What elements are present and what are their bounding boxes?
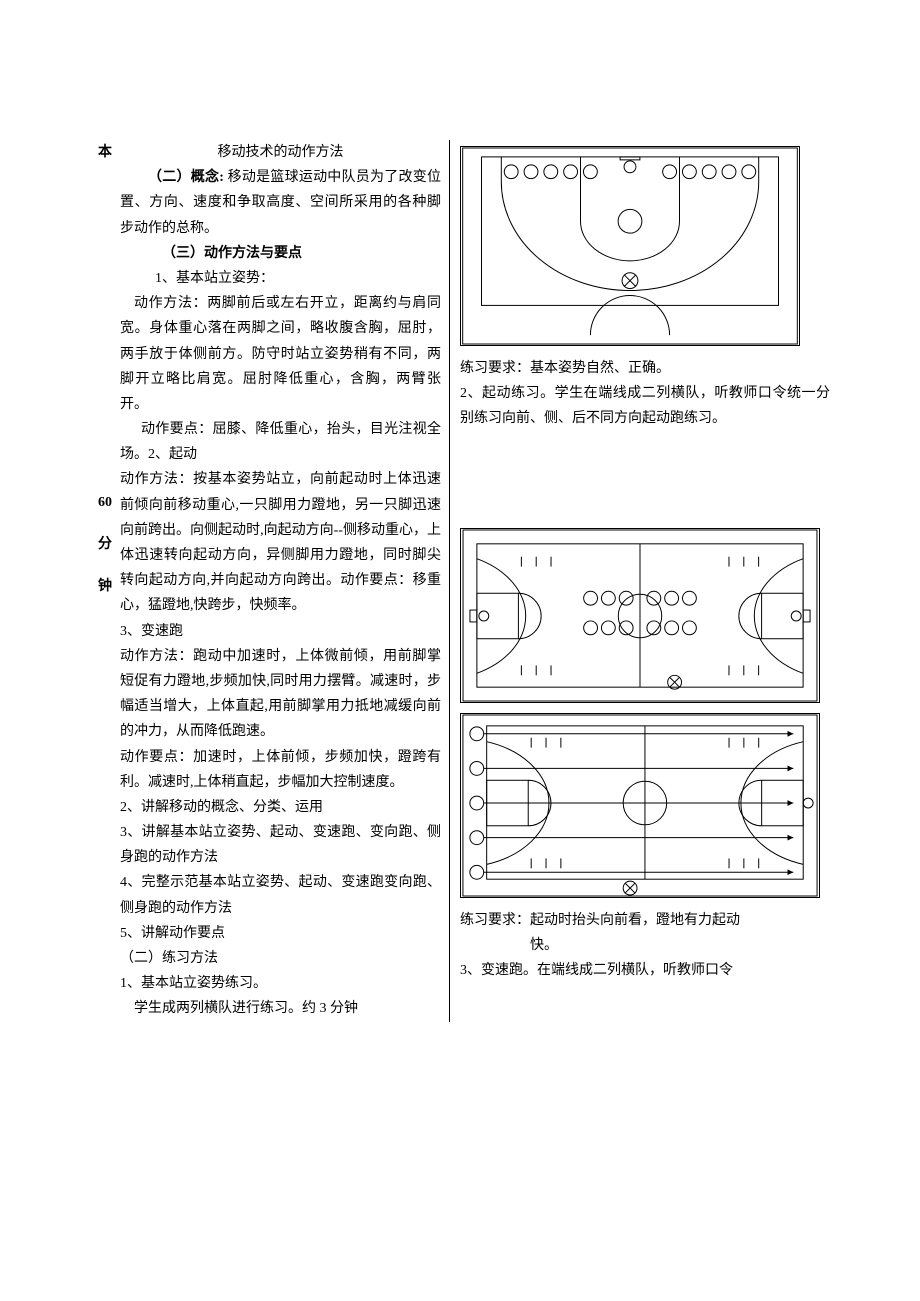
list-4: 4、完整示范基本站立姿势、起动、变速跑变向跑、侧身跑的动作方法 (120, 870, 441, 920)
section-title: 移动技术的动作方法 (120, 140, 441, 165)
p3-points: 动作要点：加速时，上体前倾，步频加快，蹬跨有利。减速时,上体稍直起，步幅加大控制… (120, 745, 441, 795)
main-column: 移动技术的动作方法 （二）概念: 移动是篮球运动中队员为了改变位置、方向、速度和… (120, 140, 450, 1022)
section3-heading: （三）动作方法与要点 (120, 241, 441, 266)
diagram-fullcourt-wide (460, 528, 820, 703)
diagram-fullcourt-arrows (460, 713, 820, 898)
list-2: 2、讲解移动的概念、分类、运用 (120, 795, 441, 820)
practice-1: 1、基本站立姿势练习。 (120, 971, 441, 996)
margin-label-top: 本 (90, 140, 120, 165)
p3-label: 3、变速跑 (120, 619, 441, 644)
p1-method: 动作方法：两脚前后或左右开立，距离约与肩同宽。身体重心落在两脚之间，略收腹含胸，… (120, 291, 441, 417)
list-3: 3、讲解基本站立姿势、起动、变速跑、变向跑、侧身跑的动作方法 (120, 820, 441, 870)
concept-para: （二）概念: 移动是篮球运动中队员为了改变位置、方向、速度和争取高度、空间所采用… (120, 165, 441, 241)
p3-method: 动作方法：跑动中加速时，上体微前倾，用前脚掌短促有力蹬地,步频加快,同时用力摆臂… (120, 644, 441, 745)
ex2: 2、起动练习。学生在端线成二列横队，听教师口令统一分别练习向前、侧、后不同方向起… (460, 381, 830, 431)
req1: 练习要求：基本姿势自然、正确。 (460, 356, 830, 381)
p2-method: 动作方法：按基本姿势站立，向前起动时上体迅速前倾向前移动重心,一只脚用力蹬地，另… (120, 467, 441, 618)
practice-label: （二）练习方法 (120, 946, 441, 971)
margin-minute: 分 (90, 532, 120, 557)
diagram-halfcourt (460, 146, 800, 346)
margin-time: 60 (90, 490, 120, 515)
list-5: 5、讲解动作要点 (120, 921, 441, 946)
req2a: 练习要求：起动时抬头向前看，蹬地有力起动 (460, 908, 830, 933)
p1-label: 1、基本站立姿势： (120, 266, 441, 291)
right-column: 练习要求：基本姿势自然、正确。 2、起动练习。学生在端线成二列横队，听教师口令统… (450, 140, 830, 1022)
practice-1-text: 学生成两列横队进行练习。约 3 分钟 (120, 996, 441, 1021)
margin-clock: 钟 (90, 574, 120, 599)
ex3: 3、变速跑。在端线成二列横队，听教师口令 (460, 958, 830, 983)
p1-points: 动作要点：屈膝、降低重心，抬头，目光注视全场。2、起动 (120, 417, 441, 467)
req2b: 快。 (460, 933, 830, 958)
concept-label: （二）概念: (148, 170, 224, 185)
